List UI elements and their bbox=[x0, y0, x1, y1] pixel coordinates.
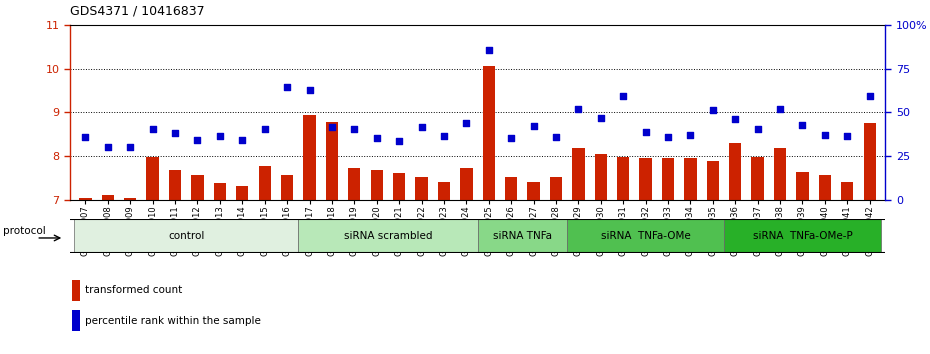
Bar bbox=[370, 170, 383, 200]
Bar bbox=[707, 161, 719, 200]
Point bbox=[504, 135, 519, 141]
Point bbox=[705, 107, 720, 113]
Bar bbox=[74, 219, 299, 253]
Bar bbox=[818, 175, 831, 200]
Point bbox=[369, 135, 384, 141]
Point bbox=[660, 135, 675, 140]
Point bbox=[258, 126, 272, 132]
Bar bbox=[684, 158, 697, 200]
Bar bbox=[147, 157, 159, 200]
Text: percentile rank within the sample: percentile rank within the sample bbox=[85, 316, 260, 326]
Bar bbox=[751, 157, 764, 200]
Bar bbox=[460, 168, 472, 200]
Point bbox=[235, 137, 250, 142]
Bar bbox=[236, 186, 248, 200]
Point bbox=[100, 144, 115, 149]
Bar bbox=[477, 219, 567, 253]
Point bbox=[751, 126, 765, 132]
Bar bbox=[192, 175, 204, 200]
Bar bbox=[438, 182, 450, 200]
Bar bbox=[281, 176, 293, 200]
Bar bbox=[841, 182, 854, 200]
Bar bbox=[299, 219, 477, 253]
Point bbox=[773, 106, 788, 112]
Point bbox=[190, 137, 205, 143]
Point bbox=[167, 131, 182, 136]
Bar bbox=[864, 123, 876, 200]
Bar bbox=[348, 168, 361, 200]
Point bbox=[862, 93, 877, 98]
Point bbox=[638, 129, 653, 135]
Point bbox=[526, 124, 541, 129]
Bar bbox=[550, 177, 562, 200]
Point bbox=[325, 124, 339, 130]
Point bbox=[212, 133, 227, 138]
Text: transformed count: transformed count bbox=[85, 285, 182, 295]
Text: control: control bbox=[168, 231, 205, 241]
Point bbox=[549, 135, 564, 140]
Bar bbox=[72, 310, 80, 331]
Point bbox=[795, 122, 810, 127]
Bar bbox=[393, 173, 405, 200]
Bar bbox=[617, 157, 630, 200]
Bar bbox=[567, 219, 724, 253]
Bar bbox=[101, 195, 114, 200]
Text: siRNA scrambled: siRNA scrambled bbox=[344, 231, 432, 241]
Point bbox=[302, 87, 317, 92]
Point bbox=[392, 138, 406, 144]
Bar bbox=[79, 198, 91, 200]
Point bbox=[616, 93, 631, 98]
Point bbox=[840, 134, 855, 139]
Bar bbox=[662, 158, 674, 200]
Bar bbox=[505, 177, 517, 200]
Text: protocol: protocol bbox=[4, 226, 46, 236]
Text: GDS4371 / 10416837: GDS4371 / 10416837 bbox=[70, 5, 205, 18]
Point bbox=[78, 135, 93, 140]
Point bbox=[414, 124, 429, 130]
Point bbox=[482, 47, 497, 53]
Bar bbox=[724, 219, 881, 253]
Text: siRNA  TNFa-OMe: siRNA TNFa-OMe bbox=[601, 231, 690, 241]
Bar bbox=[303, 115, 315, 200]
Bar bbox=[259, 166, 271, 200]
Bar bbox=[416, 177, 428, 200]
Bar bbox=[72, 280, 80, 301]
Point bbox=[571, 106, 586, 112]
Point bbox=[458, 120, 473, 126]
Point bbox=[728, 116, 743, 122]
Bar bbox=[640, 158, 652, 200]
Bar bbox=[572, 148, 585, 200]
Point bbox=[280, 85, 295, 90]
Point bbox=[683, 132, 698, 138]
Bar bbox=[594, 154, 607, 200]
Bar bbox=[214, 183, 226, 200]
Point bbox=[817, 132, 832, 138]
Point bbox=[436, 134, 451, 139]
Bar bbox=[774, 148, 786, 200]
Bar bbox=[729, 143, 741, 200]
Bar bbox=[326, 122, 339, 200]
Point bbox=[145, 126, 160, 132]
Bar bbox=[169, 170, 181, 200]
Text: siRNA  TNFa-OMe-P: siRNA TNFa-OMe-P bbox=[752, 231, 852, 241]
Point bbox=[593, 115, 608, 120]
Bar bbox=[483, 67, 495, 200]
Bar bbox=[527, 182, 539, 200]
Point bbox=[123, 144, 138, 149]
Text: siRNA TNFa: siRNA TNFa bbox=[493, 231, 551, 241]
Bar bbox=[124, 198, 137, 200]
Bar bbox=[796, 172, 808, 200]
Point bbox=[347, 126, 362, 132]
